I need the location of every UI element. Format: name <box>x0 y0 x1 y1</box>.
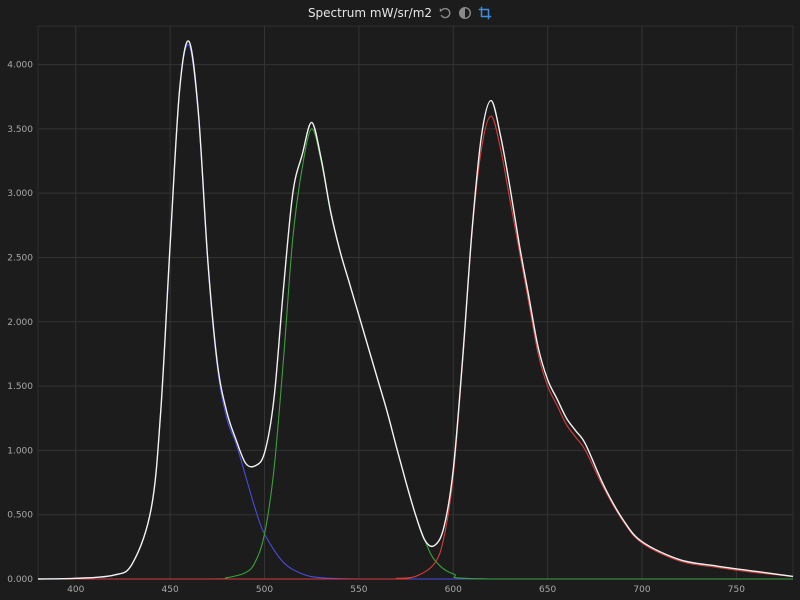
total-series-line <box>37 40 794 580</box>
red-series-line <box>38 115 794 580</box>
x-tick-label: 450 <box>162 585 179 595</box>
chart-title: Spectrum mW/sr/m2 <box>307 6 433 20</box>
x-tick-label: 750 <box>728 585 745 595</box>
undo-icon[interactable] <box>438 6 452 20</box>
plot-border <box>37 25 794 580</box>
chart-header: Spectrum mW/sr/m2 <box>0 0 800 26</box>
series-lines <box>37 40 794 580</box>
y-tick-label: 0.500 <box>7 511 33 521</box>
blue-series-line <box>37 44 793 580</box>
x-tick-label: 400 <box>67 585 84 595</box>
x-tick-label: 500 <box>256 585 273 595</box>
x-tick-label: 550 <box>350 585 367 595</box>
crop-icon[interactable] <box>478 6 492 20</box>
y-axis-ticks: 0.000 0.500 1.000 1.500 2.000 2.500 3.000 3.500… <box>7 61 33 585</box>
y-tick-label: 2.000 <box>7 318 33 328</box>
x-axis-ticks: 400 450 500 550 600 650 700 750 <box>67 585 745 595</box>
y-tick-label: 4.000 <box>7 61 33 71</box>
x-tick-label: 650 <box>539 585 556 595</box>
y-tick-label: 3.000 <box>7 189 33 199</box>
y-tick-label: 2.500 <box>7 253 33 263</box>
contrast-icon[interactable] <box>458 6 472 20</box>
y-tick-label: 3.500 <box>7 125 33 135</box>
y-tick-label: 1.500 <box>7 382 33 392</box>
x-tick-label: 600 <box>445 585 462 595</box>
grid-lines <box>38 26 793 580</box>
y-tick-label: 0.000 <box>7 575 33 585</box>
x-tick-label: 700 <box>633 585 650 595</box>
y-tick-label: 1.000 <box>7 446 33 456</box>
